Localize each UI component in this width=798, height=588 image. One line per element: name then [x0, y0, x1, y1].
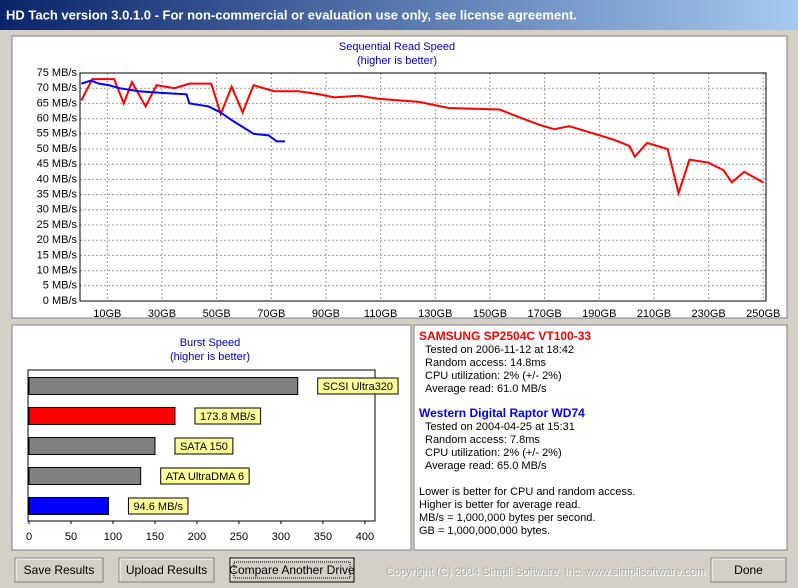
y-tick-label: 15 MB/s: [37, 249, 78, 261]
y-tick-label: 40 MB/s: [37, 173, 78, 185]
x-tick-label: 150GB: [473, 308, 507, 320]
bar: [28, 437, 156, 455]
bar-label-box: [194, 407, 262, 425]
button-highlight: [230, 558, 353, 581]
x-tick-label: 150: [146, 531, 164, 543]
bar-label-box: [160, 467, 250, 485]
drive-info: Random access: 14.8ms: [425, 357, 547, 369]
y-tick-label: 75 MB/s: [37, 67, 78, 79]
y-tick-label: 10 MB/s: [37, 265, 78, 277]
info-panel: [413, 324, 788, 551]
button[interactable]: [710, 557, 787, 583]
drive-name: Western Digital Raptor WD74: [419, 406, 585, 420]
x-tick-label: 50GB: [203, 308, 231, 320]
window-title: HD Tach version 3.0.1.0 - For non-commer…: [6, 7, 577, 22]
y-tick-label: 30 MB/s: [37, 204, 78, 216]
button-label[interactable]: Compare Another Drive: [229, 563, 355, 577]
x-tick-label: 250GB: [746, 308, 780, 320]
copyright: Copyright (C) 2004 Simpli Software, Inc.…: [386, 566, 705, 578]
drive-info: Tested on 2004-04-25 at 15:31: [425, 421, 575, 433]
x-tick-label: 400: [356, 531, 374, 543]
drive-info: CPU utilization: 2% (+/- 2%): [425, 447, 562, 459]
drive-info: CPU utilization: 2% (+/- 2%): [425, 370, 562, 382]
x-tick-label: 0: [26, 531, 32, 543]
bar: [28, 467, 142, 485]
y-tick-label: 20 MB/s: [37, 234, 78, 246]
x-tick-label: 30GB: [148, 308, 176, 320]
bar-label: 94.6 MB/s: [133, 501, 183, 513]
y-tick-label: 50 MB/s: [37, 143, 78, 155]
y-tick-label: 5 MB/s: [43, 280, 78, 292]
bar-label: 173.8 MB/s: [200, 411, 256, 423]
button-highlight: [119, 558, 213, 581]
chart-subtitle: (higher is better): [170, 351, 250, 363]
button-label[interactable]: Save Results: [24, 563, 95, 577]
button-label[interactable]: Done: [734, 563, 763, 577]
drive-name: SAMSUNG SP2504C VT100-33: [419, 329, 591, 343]
button-label[interactable]: Upload Results: [126, 563, 207, 577]
y-tick-label: 60 MB/s: [37, 113, 78, 125]
x-tick-label: 200: [188, 531, 206, 543]
drive-info: Average read: 65.0 MB/s: [425, 460, 547, 472]
x-tick-label: 210GB: [637, 308, 671, 320]
x-tick-label: 190GB: [582, 308, 616, 320]
x-tick-label: 350: [314, 531, 332, 543]
y-tick-label: 0 MB/s: [43, 295, 78, 307]
note: Lower is better for CPU and random acces…: [419, 486, 635, 498]
y-tick-label: 55 MB/s: [37, 128, 78, 140]
x-tick-label: 230GB: [691, 308, 725, 320]
x-tick-label: 50: [65, 531, 77, 543]
plot-area: [80, 73, 766, 301]
note: MB/s = 1,000,000 bytes per second.: [419, 512, 595, 524]
x-tick-label: 90GB: [312, 308, 340, 320]
y-tick-label: 25 MB/s: [37, 219, 78, 231]
chart-title: Sequential Read Speed: [339, 41, 455, 53]
plot-border: [79, 72, 767, 302]
button-highlight: [15, 558, 102, 581]
x-tick-label: 250: [230, 531, 248, 543]
bar: [28, 497, 109, 515]
drive-info: Average read: 61.0 MB/s: [425, 383, 547, 395]
series-line: [80, 78, 764, 197]
x-tick-label: 100: [104, 531, 122, 543]
copyright-shadow: Copyright (C) 2004 Simpli Software, Inc.…: [387, 567, 706, 579]
drive-info: Random access: 7.8ms: [425, 434, 540, 446]
chart-subtitle: (higher is better): [357, 55, 437, 67]
bar-label: SCSI Ultra320: [323, 381, 393, 393]
y-tick-label: 65 MB/s: [37, 97, 78, 109]
series-line: [81, 79, 285, 143]
x-tick-label: 10GB: [93, 308, 121, 320]
bar-label-box: [174, 437, 234, 455]
bar-label: SATA 150: [180, 441, 228, 453]
bar-label: ATA UltraDMA 6: [166, 471, 244, 483]
focus-rect: [233, 561, 351, 579]
bar-label-box: [317, 377, 399, 395]
y-tick-label: 35 MB/s: [37, 189, 78, 201]
x-tick-label: 110GB: [364, 308, 397, 320]
title-bar: [0, 0, 798, 30]
button[interactable]: [118, 557, 215, 583]
bar: [28, 407, 176, 425]
y-tick-label: 70 MB/s: [37, 82, 78, 94]
drive-info: Tested on 2006-11-12 at 18:42: [425, 344, 574, 356]
x-tick-label: 300: [272, 531, 290, 543]
bar: [28, 377, 299, 395]
button[interactable]: [14, 557, 104, 583]
bar-label-box: [127, 497, 189, 515]
x-tick-label: 70GB: [257, 308, 285, 320]
note: Higher is better for average read.: [419, 499, 580, 511]
x-tick-label: 130GB: [418, 308, 452, 320]
x-tick-label: 170GB: [527, 308, 561, 320]
y-tick-label: 45 MB/s: [37, 158, 78, 170]
note: GB = 1,000,000,000 bytes.: [419, 525, 550, 537]
button-highlight: [711, 558, 785, 581]
chart-title: Burst Speed: [180, 337, 241, 349]
